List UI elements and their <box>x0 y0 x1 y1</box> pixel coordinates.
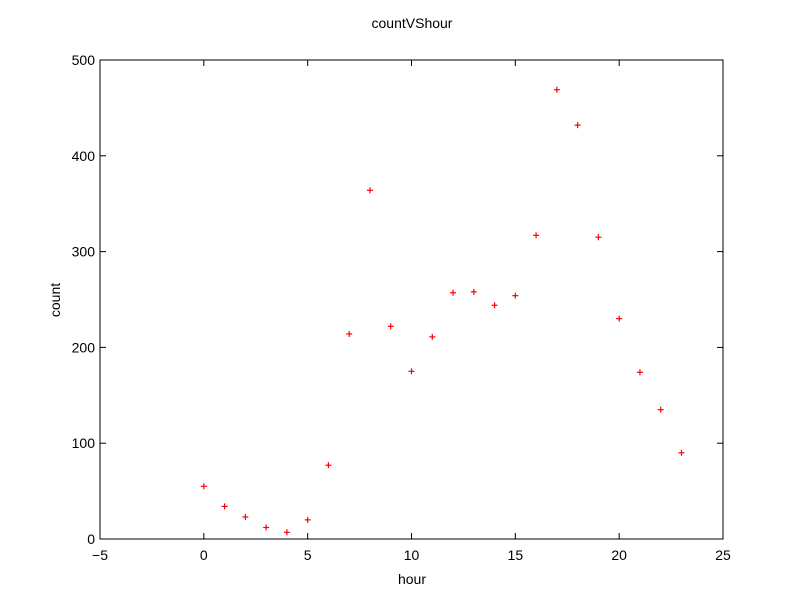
y-axis-label: count <box>47 283 63 317</box>
x-tick-label: 25 <box>715 547 731 563</box>
data-points <box>200 86 685 536</box>
data-point-marker <box>387 323 394 330</box>
y-tick-label: 400 <box>72 148 96 164</box>
data-point-marker <box>283 529 290 536</box>
data-point-marker <box>595 234 602 241</box>
data-point-marker <box>491 302 498 309</box>
data-point-marker <box>263 524 270 531</box>
x-tick-label: 0 <box>200 547 208 563</box>
x-axis-ticks: −5 0 5 10 15 20 25 <box>92 60 731 563</box>
data-point-marker <box>242 513 249 520</box>
chart-title: countVShour <box>372 15 453 31</box>
y-tick-label: 300 <box>72 244 96 260</box>
data-point-marker <box>512 292 519 299</box>
x-tick-label: −5 <box>92 547 108 563</box>
y-tick-label: 500 <box>72 52 96 68</box>
data-point-marker <box>325 462 332 469</box>
data-point-marker <box>346 330 353 337</box>
data-point-marker <box>304 516 311 523</box>
x-tick-label: 10 <box>404 547 420 563</box>
y-tick-label: 0 <box>87 531 95 547</box>
data-point-marker <box>678 449 685 456</box>
x-tick-label: 20 <box>611 547 627 563</box>
data-point-marker <box>553 86 560 93</box>
data-point-marker <box>450 289 457 296</box>
data-point-marker <box>636 369 643 376</box>
data-point-marker <box>366 187 373 194</box>
data-point-marker <box>657 406 664 413</box>
data-point-marker <box>533 232 540 239</box>
x-tick-label: 5 <box>304 547 312 563</box>
data-point-marker <box>221 503 228 510</box>
plot-area-frame <box>99 59 724 540</box>
data-point-marker <box>200 483 207 490</box>
data-point-marker <box>470 288 477 295</box>
x-tick-label: 15 <box>508 547 524 563</box>
data-point-marker <box>616 315 623 322</box>
y-tick-label: 100 <box>72 435 96 451</box>
data-point-marker <box>574 122 581 129</box>
data-point-marker <box>408 368 415 375</box>
x-axis-label: hour <box>398 571 426 587</box>
y-axis-ticks: 0 100 200 300 400 500 <box>72 52 723 547</box>
y-tick-label: 200 <box>72 339 96 355</box>
data-point-marker <box>429 333 436 340</box>
